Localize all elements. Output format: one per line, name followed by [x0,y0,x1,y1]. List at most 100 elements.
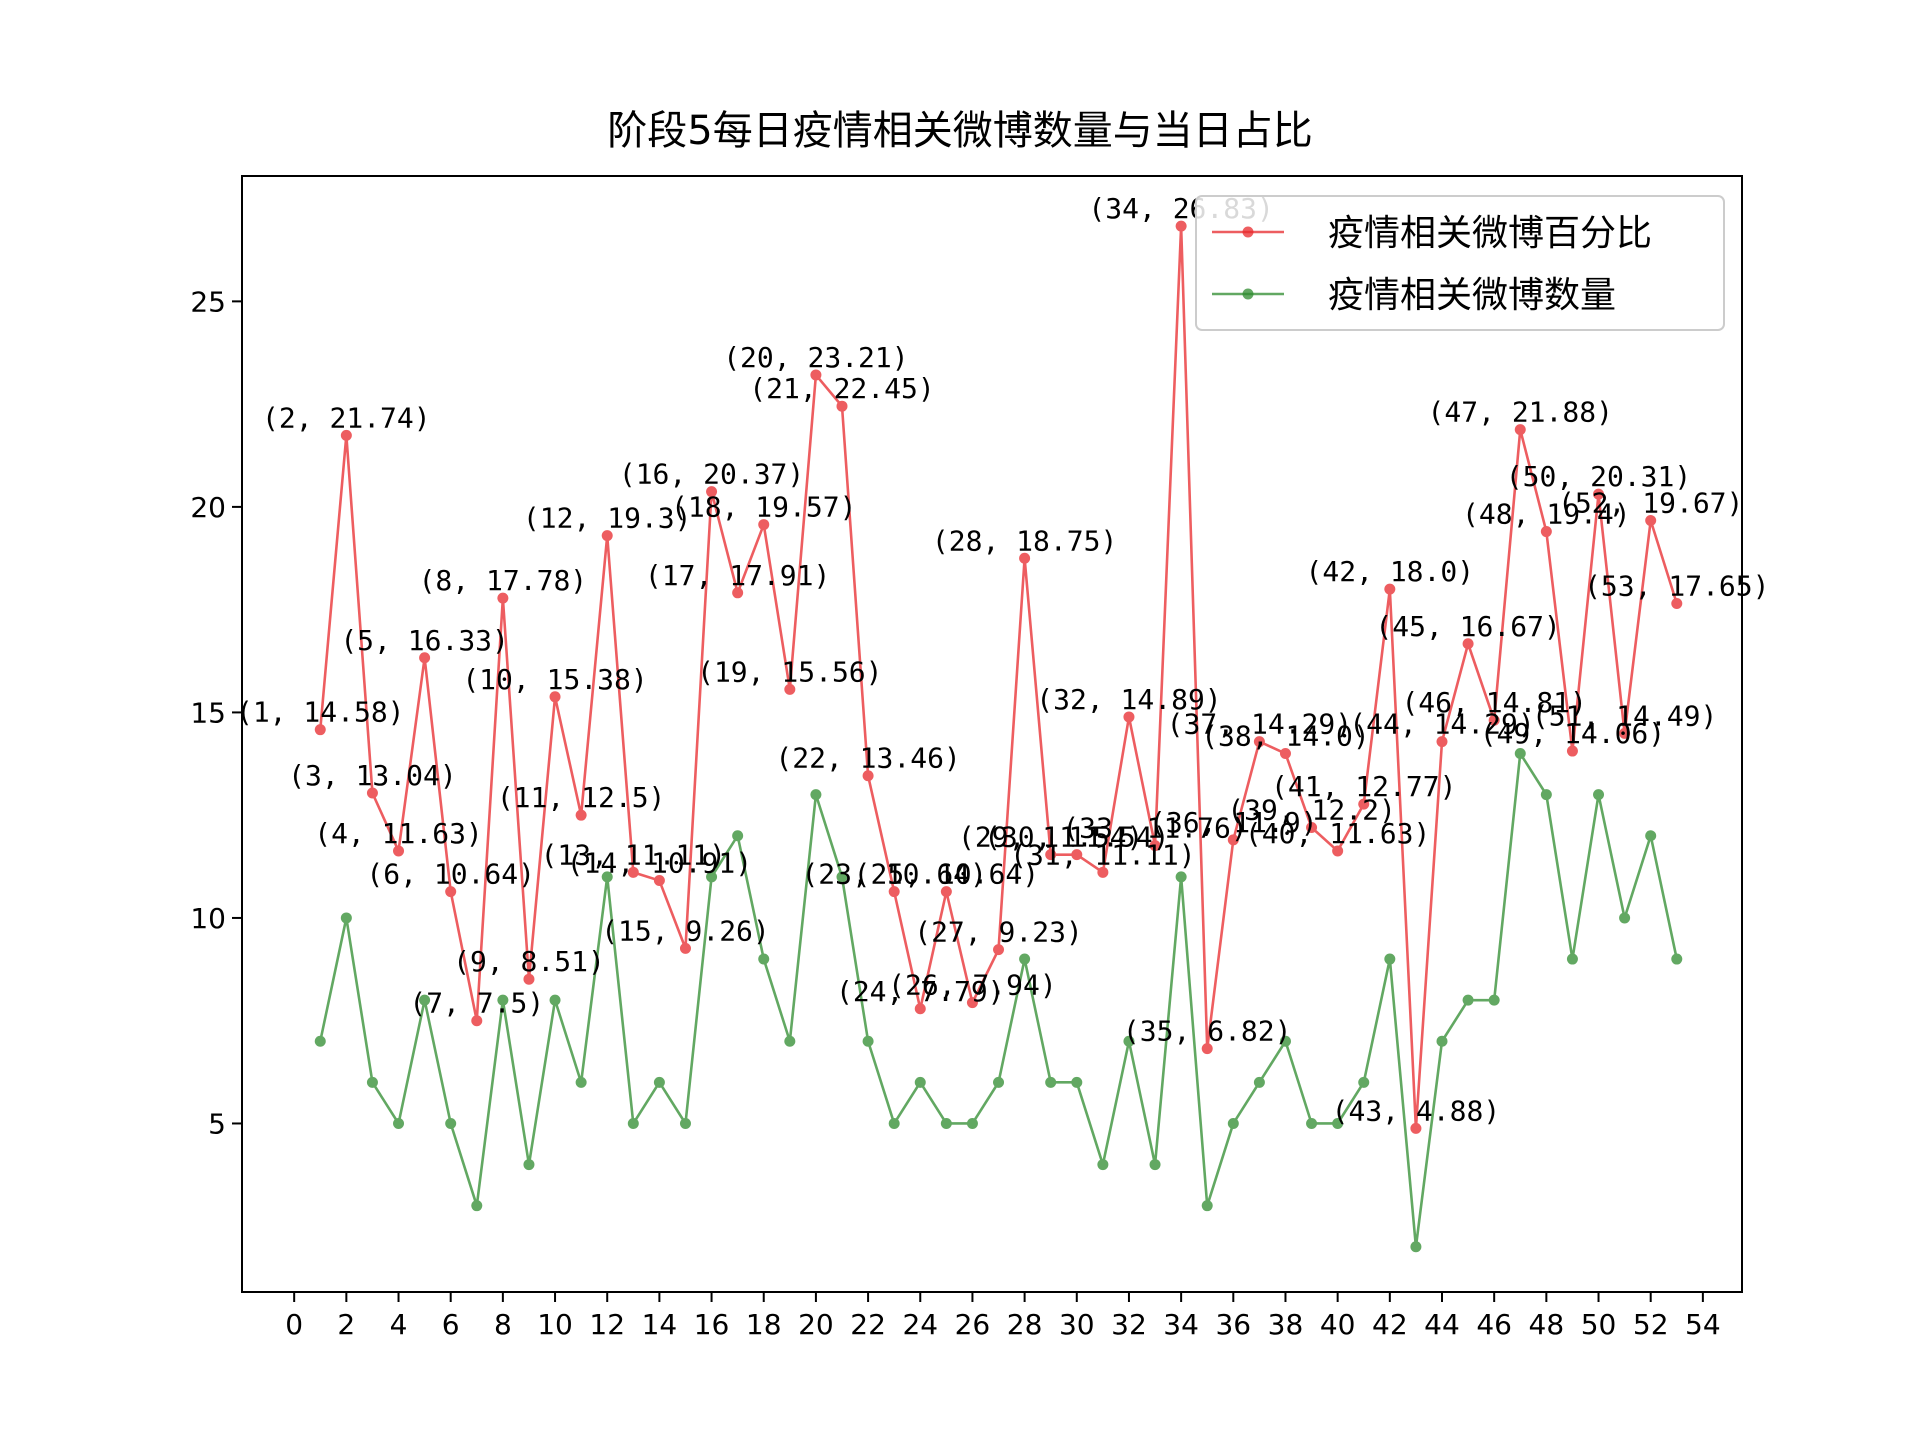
data-point [419,652,431,664]
data-point [575,809,587,821]
x-tick-label: 36 [1215,1308,1251,1341]
data-point [784,683,796,695]
x-tick-label: 12 [589,1308,625,1341]
point-label: (8, 17.78) [419,564,588,597]
legend-label: 疫情相关微博百分比 [1328,213,1652,254]
data-point [497,994,509,1006]
data-point [1175,220,1187,232]
data-point [888,1117,900,1129]
data-point [1462,994,1474,1006]
data-point [627,1117,639,1129]
data-point [1123,1035,1135,1047]
data-point [340,429,352,441]
data-point [1227,1117,1239,1129]
data-point [1514,748,1526,760]
point-label: (43, 4.88) [1332,1094,1501,1127]
data-point [1306,1117,1318,1129]
data-point [810,789,822,801]
data-point [862,770,874,782]
data-point [1279,1035,1291,1047]
data-point [1279,748,1291,760]
x-tick-label: 6 [442,1308,460,1341]
x-tick-label: 14 [642,1308,678,1341]
point-label: (37, 14.29) [1167,708,1352,741]
data-point [1619,727,1631,739]
point-label: (27, 9.23) [914,916,1083,949]
x-tick-label: 48 [1529,1308,1565,1341]
data-point [758,519,770,531]
x-tick-label: 26 [955,1308,991,1341]
point-label: (48, 19.4) [1462,498,1631,531]
y-tick-label: 25 [190,285,226,318]
data-point [758,953,770,965]
data-point [393,1117,405,1129]
data-point [1358,1076,1370,1088]
data-point [1253,736,1265,748]
data-point [1488,994,1500,1006]
data-point [471,1015,483,1027]
data-point [1619,912,1631,924]
data-point [471,1200,483,1212]
data-point [784,1035,796,1047]
data-point [940,886,952,898]
data-point [627,866,639,878]
data-point [497,592,509,604]
point-label: (28, 18.75) [932,524,1117,557]
data-point [1097,866,1109,878]
data-point [1436,736,1448,748]
data-point [366,1076,378,1088]
point-label: (13, 11.11) [541,838,726,871]
data-point [1019,953,1031,965]
point-label: (52, 19.67) [1558,486,1743,519]
legend-item: 疫情相关微博百分比 [1212,213,1652,254]
data-point [1540,526,1552,538]
data-point [445,1117,457,1129]
data-point [1019,552,1031,564]
data-point [549,691,561,703]
point-label: (25, 10.64) [854,858,1039,891]
data-point [1384,583,1396,595]
data-point [862,1035,874,1047]
data-point [1593,488,1605,500]
y-tick-label: 5 [208,1107,226,1140]
data-point [1306,822,1318,834]
data-point [1488,714,1500,726]
data-point [1097,1159,1109,1171]
point-label: (29, 11.54) [958,821,1143,854]
point-label: (2, 21.74) [262,401,431,434]
point-label: (6, 10.64) [366,858,535,891]
data-point [966,1117,978,1129]
axes: 0 2 4 6 8 10 12 14 16 18 20 22 24 26 28 30 32 34 36 38 40 42 4… [190,285,1720,1341]
data-point [732,830,744,842]
point-label: (14, 10.91) [567,847,752,880]
point-label: (41, 12.77) [1271,770,1456,803]
point-labels-layer: (1, 14.58) (2, 21.74) (3, 13.04) (4, 11.63)… [236,192,1770,1127]
point-label: (38, 14.0) [1201,720,1370,753]
data-point [523,973,535,985]
data-point [1201,1200,1213,1212]
data-point [1358,798,1370,810]
x-tick-label: 0 [285,1308,303,1341]
data-point [993,1076,1005,1088]
data-point [914,1003,926,1015]
data-point [314,1035,326,1047]
point-label: (16, 20.37) [619,458,804,491]
data-point [393,845,405,857]
point-label: (36, 11.9) [1149,806,1318,839]
x-tick-label: 34 [1163,1308,1199,1341]
point-label: (44, 14.29) [1349,708,1534,741]
data-point [601,530,613,542]
point-label: (7, 7.5) [409,987,544,1020]
point-label: (33, 11.76) [1062,812,1247,845]
point-label: (31, 11.11) [1010,838,1195,871]
data-point [1540,789,1552,801]
series-layer [314,220,1683,1253]
x-tick-label: 38 [1268,1308,1304,1341]
x-tick-label: 40 [1320,1308,1356,1341]
legend-box [1195,195,1725,331]
point-label: (10, 15.38) [462,663,647,696]
data-point [1123,711,1135,723]
point-label: (53, 17.65) [1584,569,1769,602]
series-count [314,748,1683,1253]
